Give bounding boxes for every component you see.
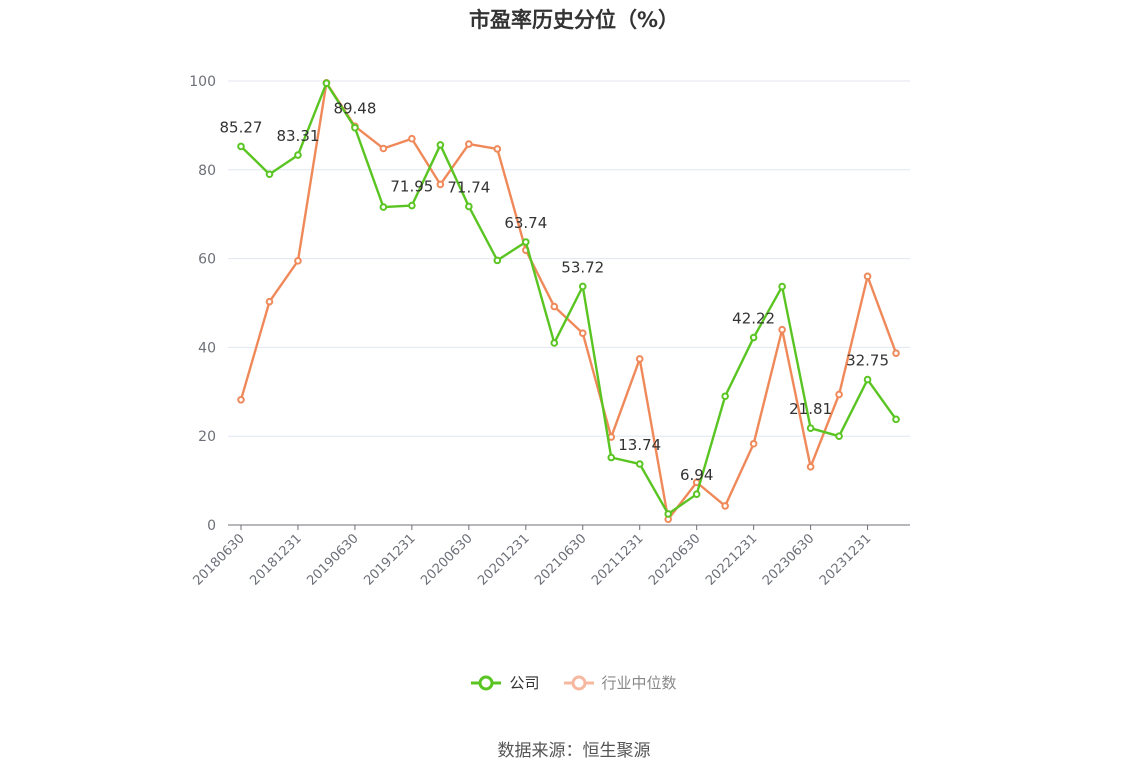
series-line-industry-median	[239, 81, 898, 521]
data-point-industry-median	[265, 297, 274, 306]
x-tick-label: 20211231	[589, 531, 646, 588]
data-point-industry-median	[493, 145, 502, 153]
data-point-industry-median	[550, 302, 559, 311]
data-label-company: 21.81	[789, 400, 832, 418]
legend-item-company[interactable]: 公司	[471, 672, 540, 693]
data-point-company	[692, 490, 701, 498]
series-line-company	[240, 82, 898, 516]
chart-title: 市盈率历史分位（%）	[468, 8, 680, 32]
legend-item-industry-median[interactable]: 行业中位数	[563, 672, 677, 693]
data-point-industry-median	[721, 502, 729, 510]
data-point-industry-median	[237, 395, 245, 404]
data-point-company	[664, 510, 673, 518]
data-point-company	[522, 238, 530, 246]
y-tick-label: 100	[189, 74, 216, 90]
x-tick-label: 20230630	[760, 531, 817, 588]
data-point-company	[237, 142, 245, 151]
data-label-company: 83.31	[276, 127, 319, 145]
y-tick-label: 80	[198, 163, 216, 179]
data-point-industry-median	[835, 390, 843, 399]
x-tick-label: 20221231	[703, 531, 760, 588]
data-label-company: 63.74	[504, 214, 547, 232]
data-label-company: 71.74	[447, 178, 490, 196]
data-point-company	[721, 392, 729, 401]
data-point-company	[550, 339, 559, 347]
data-point-company	[408, 201, 416, 210]
legend-industry-line-icon	[563, 675, 594, 690]
data-point-company	[351, 123, 359, 132]
data-label-company: 53.72	[561, 258, 604, 276]
data-point-industry-median	[778, 325, 786, 334]
x-tick-label: 20181231	[247, 531, 304, 588]
data-label-company: 85.27	[220, 118, 263, 136]
data-point-company	[322, 79, 331, 88]
y-tick-label: 40	[198, 340, 216, 356]
data-point-company	[778, 282, 786, 291]
x-tick-label: 20210630	[532, 531, 589, 588]
data-label-company: 42.22	[732, 310, 775, 328]
data-point-industry-median	[294, 257, 302, 265]
data-label-company: 6.94	[680, 466, 713, 484]
data-point-company	[863, 375, 872, 384]
legend-label-company: 公司	[509, 674, 540, 692]
data-point-industry-median	[635, 355, 644, 363]
x-tick-label: 20191231	[361, 531, 418, 588]
data-label-company: 89.48	[333, 100, 376, 118]
y-tick-label: 0	[207, 518, 216, 534]
data-point-industry-median	[578, 329, 587, 337]
data-point-company	[892, 415, 900, 424]
data-point-company	[265, 170, 274, 179]
data-point-company	[749, 333, 758, 342]
data-point-industry-median	[436, 180, 445, 189]
data-point-industry-median	[379, 144, 388, 153]
data-point-company	[578, 282, 587, 291]
data-point-company	[465, 202, 473, 211]
data-source-note: 数据来源：恒生聚源	[497, 741, 651, 761]
legend-label-industry-median: 行业中位数	[601, 674, 677, 692]
data-point-company	[436, 141, 445, 149]
data-point-industry-median	[892, 349, 900, 357]
data-point-company	[379, 203, 388, 211]
data-point-industry-median	[465, 140, 473, 148]
data-point-company	[635, 460, 644, 468]
legend: 公司 行业中位数	[0, 672, 1148, 693]
data-label-company: 32.75	[846, 352, 889, 370]
x-tick-label: 20220630	[646, 531, 703, 588]
data-point-company	[294, 151, 302, 159]
data-point-company	[806, 424, 815, 432]
legend-company-line-icon	[471, 675, 502, 690]
data-point-industry-median	[749, 439, 758, 448]
x-tick-label: 20190630	[304, 531, 361, 588]
data-point-company	[493, 256, 502, 265]
y-tick-label: 60	[198, 252, 216, 268]
x-tick-label: 20201231	[475, 531, 532, 588]
data-point-industry-median	[863, 272, 872, 281]
y-tick-label: 20	[198, 429, 216, 445]
data-label-company: 13.74	[618, 436, 661, 454]
x-tick-label: 20231231	[817, 531, 874, 588]
x-tick-label: 20180630	[190, 531, 247, 588]
data-label-company: 71.95	[390, 178, 433, 196]
data-point-industry-median	[806, 463, 815, 471]
x-tick-label: 20200630	[418, 531, 475, 588]
data-point-company	[607, 453, 616, 462]
data-point-industry-median	[408, 134, 416, 143]
data-point-company	[835, 432, 843, 441]
